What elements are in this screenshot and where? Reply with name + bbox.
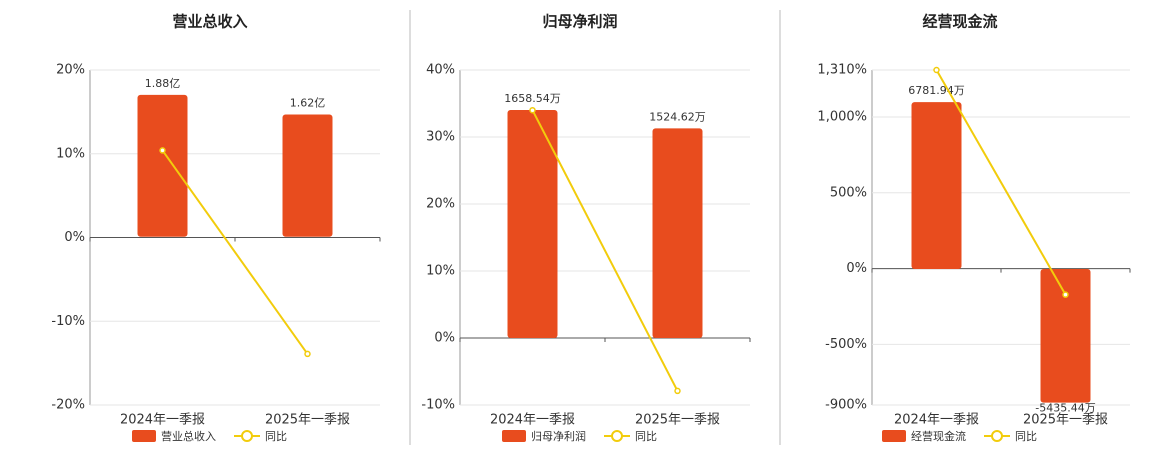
- x-tick-label: 2024年一季报: [490, 413, 575, 428]
- bar: [652, 128, 703, 339]
- y-tick-label: -20%: [51, 398, 85, 413]
- chart-title: 营业总收入: [172, 13, 247, 31]
- y-tick-label: 30%: [426, 130, 455, 145]
- y-tick-label: 10%: [56, 146, 85, 161]
- y-tick-label: 1,310%: [817, 63, 867, 78]
- bar: [137, 94, 188, 237]
- legend-swatch: [882, 430, 906, 442]
- y-tick-label: 0%: [846, 261, 867, 276]
- line-point: [304, 350, 311, 358]
- value-label: 1.62亿: [290, 97, 326, 110]
- line-point: [933, 66, 940, 74]
- x-tick-label: 2025年一季报: [265, 413, 350, 428]
- line-point: [674, 387, 681, 395]
- y-tick-label: 10%: [426, 264, 455, 279]
- y-tick-label: 0%: [434, 331, 455, 346]
- line: [161, 149, 309, 355]
- legend-label: 经营现金流: [911, 429, 966, 443]
- legend-label: 营业总收入: [161, 429, 216, 443]
- bar: [282, 114, 333, 237]
- x-tick-label: 2025年一季报: [635, 413, 720, 428]
- y-tick-label: 500%: [830, 185, 867, 200]
- y-tick-label: 20%: [426, 197, 455, 212]
- y-tick-label: 40%: [426, 63, 455, 78]
- value-label: 1658.54万: [504, 92, 561, 105]
- legend-marker: [991, 430, 1003, 442]
- bar: [911, 102, 962, 269]
- legend-label: 归母净利润: [531, 429, 586, 443]
- y-tick-label: 20%: [56, 63, 85, 78]
- legend-marker: [611, 430, 623, 442]
- bar: [507, 109, 558, 339]
- chart-title: 归母净利润: [542, 13, 617, 31]
- x-tick-label: 2025年一季报: [1023, 413, 1108, 428]
- y-tick-label: -10%: [51, 314, 85, 329]
- line: [531, 109, 679, 392]
- line-point: [1062, 291, 1069, 298]
- legend-label: 同比: [635, 430, 657, 443]
- x-tick-label: 2024年一季报: [894, 413, 979, 428]
- legend-swatch: [132, 430, 156, 442]
- line-point: [529, 106, 536, 114]
- legend-label: 同比: [1015, 430, 1037, 443]
- legend-marker: [241, 430, 253, 442]
- value-label: 1.88亿: [145, 77, 181, 90]
- line-point: [159, 147, 166, 154]
- value-label: 6781.94万: [908, 84, 965, 97]
- y-tick-label: -900%: [825, 398, 867, 413]
- y-tick-label: -500%: [825, 337, 867, 352]
- value-label: 1524.62万: [649, 110, 706, 123]
- value-label: -5435.44万: [1035, 402, 1095, 415]
- y-tick-label: 1,000%: [817, 109, 867, 124]
- y-tick-label: 0%: [64, 230, 85, 245]
- chart-title: 经营现金流: [922, 13, 997, 31]
- legend-swatch: [502, 430, 526, 442]
- bar: [1040, 268, 1091, 403]
- legend-label: 同比: [265, 430, 287, 443]
- x-tick-label: 2024年一季报: [120, 413, 205, 428]
- y-tick-label: -10%: [421, 398, 455, 413]
- line: [935, 69, 1067, 296]
